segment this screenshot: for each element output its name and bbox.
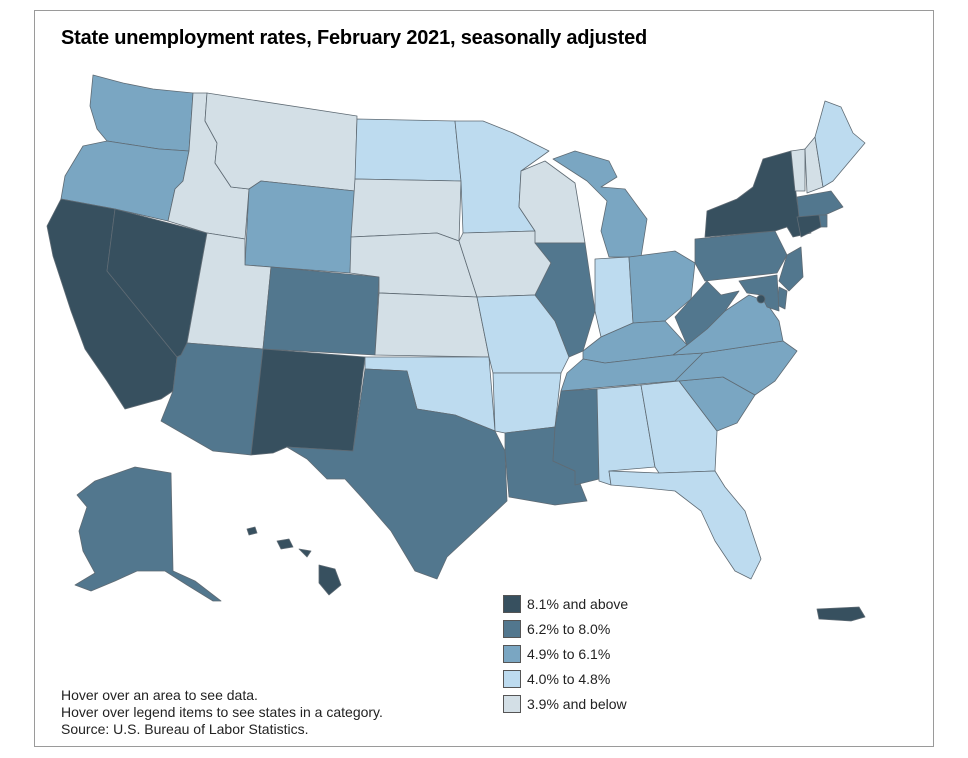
legend-swatch-3 xyxy=(503,644,521,663)
note-hover-area: Hover over an area to see data. xyxy=(61,687,258,703)
legend-label-1: 8.1% and above xyxy=(527,595,629,612)
state-NM[interactable] xyxy=(250,348,366,456)
legend-item-1[interactable]: 8.1% and above xyxy=(503,591,628,616)
state-ME[interactable] xyxy=(814,100,866,188)
state-PR[interactable] xyxy=(816,606,866,622)
state-WA[interactable] xyxy=(89,74,194,152)
state-AZ[interactable] xyxy=(160,342,264,456)
notes: Hover over an area to see data. Hover ov… xyxy=(61,687,383,738)
state-IL[interactable] xyxy=(534,242,596,358)
legend-swatch-1 xyxy=(503,594,521,613)
state-MD[interactable] xyxy=(738,274,780,312)
state-CO[interactable] xyxy=(262,266,380,356)
us-map xyxy=(46,74,866,622)
state-PA[interactable] xyxy=(694,230,788,282)
legend-item-3[interactable]: 4.9% to 6.1% xyxy=(503,641,628,666)
state-MI[interactable] xyxy=(552,150,648,258)
state-AR[interactable] xyxy=(492,372,562,434)
legend-item-2[interactable]: 6.2% to 8.0% xyxy=(503,616,628,641)
map-title: State unemployment rates, February 2021,… xyxy=(61,27,648,49)
note-source: Source: U.S. Bureau of Labor Statistics. xyxy=(61,721,309,737)
state-SD[interactable] xyxy=(350,178,462,242)
state-TX[interactable] xyxy=(286,368,508,580)
legend-swatch-4 xyxy=(503,669,521,688)
legend-item-4[interactable]: 4.0% to 4.8% xyxy=(503,666,628,691)
state-FL[interactable] xyxy=(608,470,762,580)
legend: 8.1% and above 6.2% to 8.0% 4.9% to 6.1%… xyxy=(503,591,628,716)
state-AK[interactable] xyxy=(74,466,222,602)
legend-swatch-5 xyxy=(503,694,521,713)
legend-label-4: 4.0% to 4.8% xyxy=(527,670,611,687)
state-WV[interactable] xyxy=(674,280,740,346)
state-VT[interactable] xyxy=(790,148,806,192)
state-HI[interactable] xyxy=(246,526,342,596)
state-IN[interactable] xyxy=(594,256,634,338)
state-MT[interactable] xyxy=(204,92,358,192)
legend-label-5: 3.9% and below xyxy=(527,695,627,712)
legend-label-3: 4.9% to 6.1% xyxy=(527,645,611,662)
legend-label-2: 6.2% to 8.0% xyxy=(527,620,611,637)
state-CT[interactable] xyxy=(796,214,822,238)
state-MA[interactable] xyxy=(796,190,844,218)
state-ND[interactable] xyxy=(354,118,462,182)
chart-frame: State unemployment rates, February 2021,… xyxy=(34,10,934,747)
legend-item-5[interactable]: 3.9% and below xyxy=(503,691,628,716)
state-DC[interactable] xyxy=(756,294,766,304)
state-WY[interactable] xyxy=(244,180,356,274)
state-KS[interactable] xyxy=(374,292,490,358)
note-hover-legend: Hover over legend items to see states in… xyxy=(61,704,383,720)
state-NJ[interactable] xyxy=(778,246,804,292)
legend-swatch-2 xyxy=(503,619,521,638)
